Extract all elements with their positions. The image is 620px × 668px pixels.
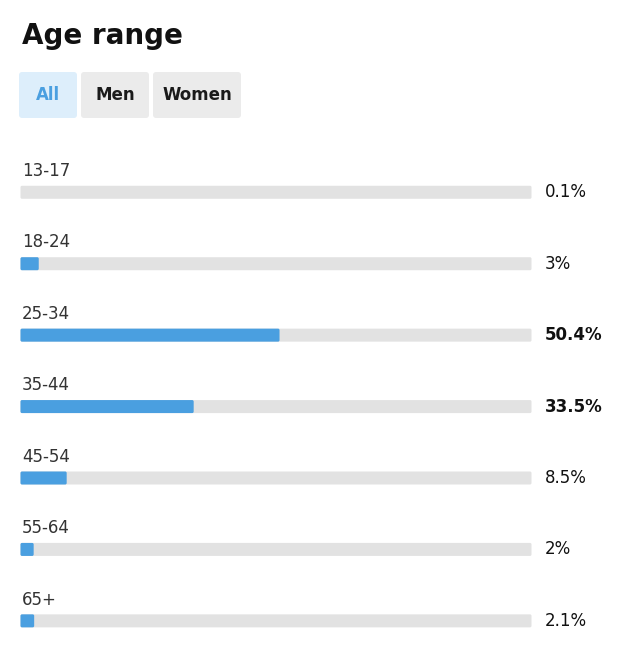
FancyBboxPatch shape <box>153 72 241 118</box>
FancyBboxPatch shape <box>20 472 67 484</box>
Text: 50.4%: 50.4% <box>545 326 603 344</box>
FancyBboxPatch shape <box>20 615 531 627</box>
FancyBboxPatch shape <box>20 186 531 199</box>
FancyBboxPatch shape <box>20 257 531 271</box>
Text: 45-54: 45-54 <box>22 448 70 466</box>
Text: 3%: 3% <box>545 255 571 273</box>
FancyBboxPatch shape <box>20 472 531 484</box>
Text: 0.1%: 0.1% <box>545 183 587 201</box>
Text: Men: Men <box>95 86 135 104</box>
Text: 2.1%: 2.1% <box>545 612 587 630</box>
Text: All: All <box>36 86 60 104</box>
Text: 65+: 65+ <box>22 591 57 609</box>
FancyBboxPatch shape <box>20 543 531 556</box>
FancyBboxPatch shape <box>20 615 34 627</box>
Text: Women: Women <box>162 86 232 104</box>
FancyBboxPatch shape <box>20 329 280 341</box>
Text: 55-64: 55-64 <box>22 519 70 537</box>
Text: 13-17: 13-17 <box>22 162 70 180</box>
Text: 35-44: 35-44 <box>22 376 70 394</box>
FancyBboxPatch shape <box>20 329 531 341</box>
Text: 18-24: 18-24 <box>22 233 70 251</box>
Text: 33.5%: 33.5% <box>545 397 603 415</box>
FancyBboxPatch shape <box>81 72 149 118</box>
FancyBboxPatch shape <box>20 400 531 413</box>
Text: 25-34: 25-34 <box>22 305 70 323</box>
FancyBboxPatch shape <box>20 257 38 271</box>
FancyBboxPatch shape <box>20 400 193 413</box>
Text: 2%: 2% <box>545 540 571 558</box>
FancyBboxPatch shape <box>20 543 33 556</box>
Text: Age range: Age range <box>22 22 183 50</box>
FancyBboxPatch shape <box>19 72 77 118</box>
Text: 8.5%: 8.5% <box>545 469 587 487</box>
